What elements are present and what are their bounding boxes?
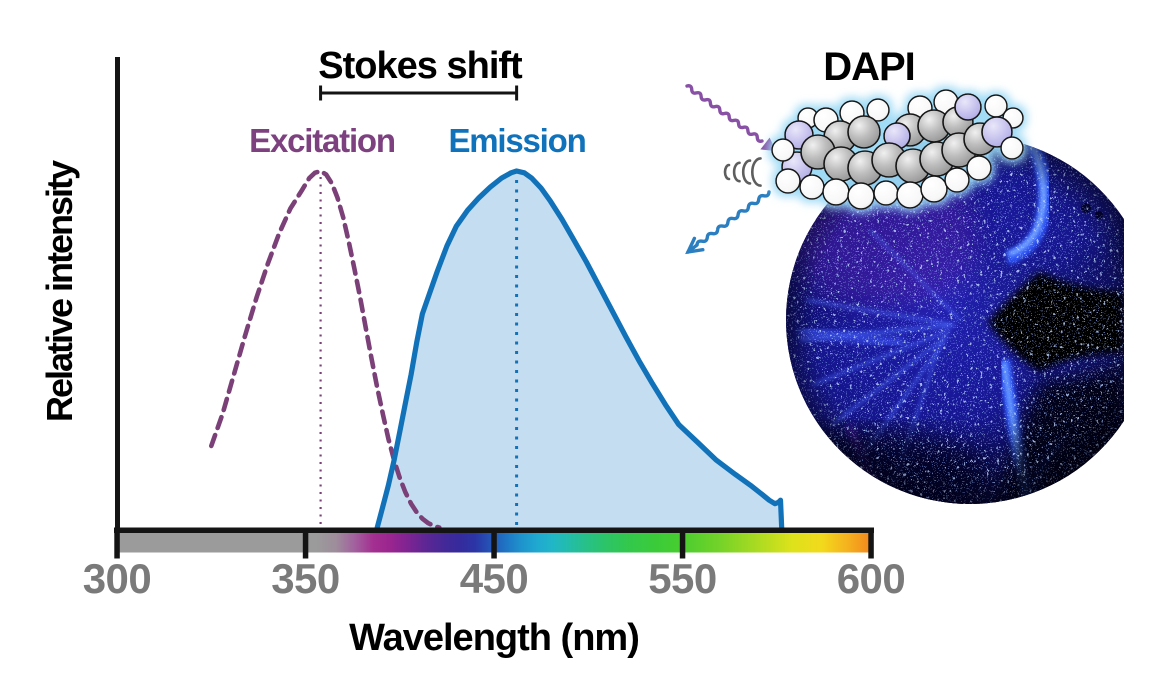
emission-fill [377, 171, 782, 528]
relaxation-arc [741, 159, 752, 185]
x-tick [868, 527, 874, 559]
x-tick [114, 527, 120, 559]
x-axis-ticks [114, 527, 874, 559]
x-tick-label: 450 [460, 555, 529, 602]
x-tick-label: 600 [837, 555, 906, 602]
relaxation-arc [732, 161, 741, 183]
emission-curve [374, 168, 785, 531]
x-tick-label: 300 [83, 555, 152, 602]
y-axis-line [115, 57, 120, 533]
relaxation-arc [723, 163, 731, 181]
emission-photon-arrow [685, 190, 771, 255]
x-tick [491, 527, 497, 559]
excitation-label: Excitation [249, 122, 395, 159]
x-tick [679, 527, 686, 559]
dapi-title: DAPI [823, 45, 915, 89]
x-tick-label: 550 [648, 555, 717, 602]
dapi-molecule [771, 89, 1024, 210]
stokes-shift-label: Stokes shift [318, 45, 523, 87]
excitation-curve [209, 168, 442, 530]
x-tick-labels: 300 350 450 550 600 [83, 555, 906, 602]
x-tick [302, 527, 309, 559]
stokes-shift-bracket [319, 85, 519, 101]
x-axis-title: Wavelength (nm) [349, 617, 639, 659]
x-tick-label: 350 [271, 555, 340, 602]
x-axis [114, 527, 874, 559]
vibrational-relaxation-icon [723, 157, 762, 187]
relaxation-arc [751, 157, 762, 187]
excitation-photon-arrow [685, 84, 776, 151]
emission-label: Emission [448, 122, 585, 159]
y-axis-title: Relative intensity [39, 160, 80, 422]
arrowhead-icon [685, 236, 705, 255]
